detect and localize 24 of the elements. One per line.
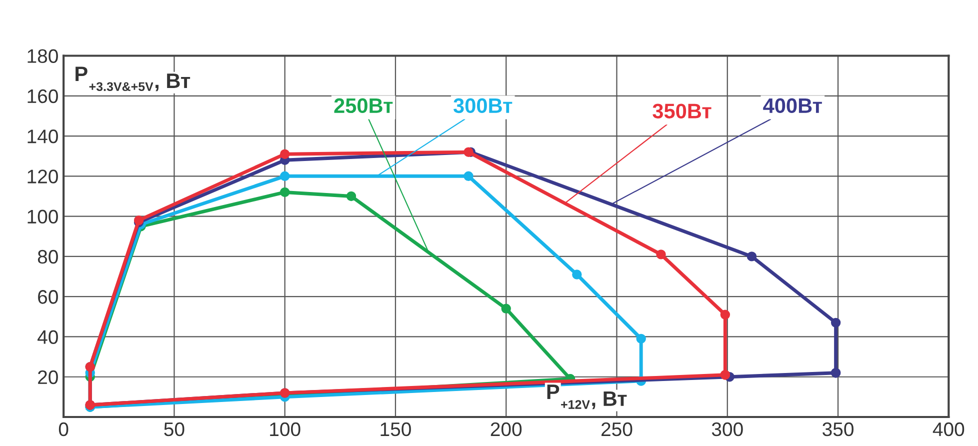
x-tick-label: 250 [602, 422, 632, 436]
y-tick-label: 120 [28, 170, 58, 184]
x-tick-label: 200 [490, 422, 522, 436]
y-tick-label: 60 [38, 290, 58, 304]
x-tick-label: 300 [712, 422, 743, 436]
text: 300Вт [453, 98, 512, 114]
x-tick-label: 100 [270, 422, 300, 436]
y-tick-label: 80 [38, 250, 58, 264]
x-tick-label: 0 [58, 422, 68, 436]
y-tick-label: 20 [38, 370, 58, 384]
text: 250Вт [334, 98, 393, 114]
y-tick-label: 160 [28, 89, 58, 104]
x-tick-label: 50 [164, 422, 184, 436]
x-tick-label: 150 [380, 422, 411, 436]
text: 400Вт [763, 98, 822, 114]
y-axis-title: P+3.3V&+5V, Вт [76, 66, 190, 92]
y-tick-label: 100 [28, 210, 58, 224]
x-tick-label: 400 [932, 422, 964, 436]
y-tick-label: 180 [28, 49, 58, 63]
x-axis-title: P+12V, Вт [547, 384, 627, 410]
text: 350Вт [652, 104, 712, 118]
y-tick-label: 40 [38, 330, 58, 344]
y-tick-label: 140 [28, 130, 58, 144]
x-tick-label: 350 [822, 422, 854, 436]
